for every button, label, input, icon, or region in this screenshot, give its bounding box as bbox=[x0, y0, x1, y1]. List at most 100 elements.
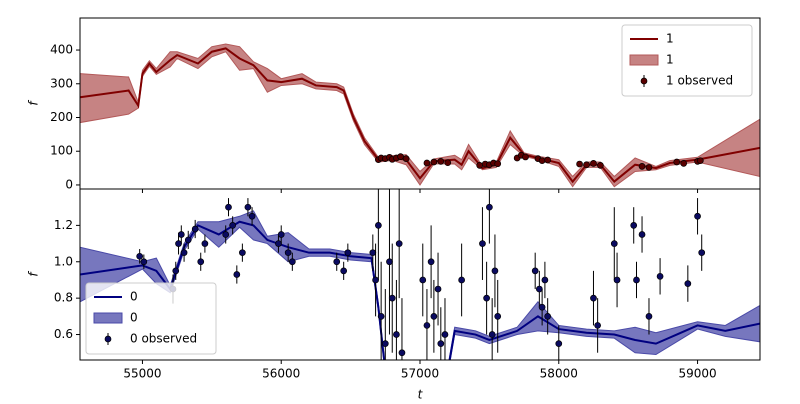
legend-label: 1 bbox=[666, 32, 674, 46]
observed-point bbox=[369, 249, 377, 257]
observed-point bbox=[395, 240, 403, 247]
observed-point bbox=[284, 249, 292, 257]
observed-point bbox=[483, 294, 490, 302]
legend-label: 1 bbox=[666, 53, 674, 67]
observed-point bbox=[184, 236, 192, 244]
legend: 1 1 1 observed bbox=[621, 24, 753, 97]
legend-label: 0 observed bbox=[130, 332, 197, 346]
x-tick-label: 55000 bbox=[123, 367, 161, 381]
observed-point bbox=[638, 163, 646, 170]
observed-point bbox=[344, 249, 352, 257]
observed-point bbox=[590, 160, 597, 167]
observed-point bbox=[191, 225, 199, 233]
observed-point bbox=[673, 158, 681, 166]
observed-point bbox=[535, 285, 543, 293]
observed-point bbox=[377, 312, 385, 320]
observed-point bbox=[225, 203, 232, 211]
observed-point bbox=[531, 267, 539, 275]
observed-point bbox=[610, 240, 618, 247]
observed-point bbox=[172, 267, 180, 275]
observed-point bbox=[180, 249, 188, 257]
observed-point bbox=[594, 322, 601, 329]
observed-point bbox=[538, 157, 546, 165]
legend-box bbox=[85, 282, 217, 355]
observed-point bbox=[645, 164, 653, 171]
observed-point bbox=[397, 153, 404, 160]
observed-point bbox=[538, 303, 546, 311]
observed-point bbox=[233, 271, 241, 278]
observed-point bbox=[522, 153, 529, 161]
observed-point bbox=[201, 240, 209, 247]
observed-point bbox=[576, 160, 583, 168]
legend-swatch bbox=[640, 77, 648, 85]
y-axis-label: f bbox=[27, 100, 41, 106]
observed-point bbox=[479, 240, 486, 247]
observed-point bbox=[437, 340, 445, 347]
observed-point bbox=[544, 312, 552, 320]
plot-area bbox=[80, 189, 760, 360]
observed-point bbox=[375, 222, 382, 229]
axes-frame bbox=[79, 188, 761, 361]
observed-point bbox=[633, 276, 640, 284]
observed-point bbox=[698, 249, 706, 257]
x-tick-label: 58000 bbox=[540, 367, 578, 381]
observed-point bbox=[590, 294, 597, 302]
observed-point bbox=[288, 258, 296, 266]
observed-point bbox=[645, 312, 653, 320]
observed-point bbox=[434, 285, 442, 293]
legend-box bbox=[621, 24, 753, 97]
observed-point bbox=[248, 212, 256, 220]
observed-point bbox=[423, 159, 431, 167]
observed-point bbox=[544, 156, 552, 164]
observed-point bbox=[140, 258, 148, 266]
observed-point bbox=[177, 231, 185, 238]
observed-point bbox=[136, 252, 144, 260]
y-tick-label: 0 bbox=[65, 177, 73, 191]
y-axis-label: f bbox=[27, 271, 41, 277]
legend-label: 0 bbox=[130, 311, 138, 325]
observed-point bbox=[684, 280, 692, 287]
model-line bbox=[80, 220, 760, 360]
observed-point bbox=[555, 340, 563, 347]
observed-point bbox=[393, 331, 400, 338]
observed-point bbox=[486, 203, 493, 211]
observed-point bbox=[372, 276, 379, 284]
observed-point bbox=[239, 249, 246, 257]
observed-point bbox=[458, 276, 465, 284]
legend-label: 0 bbox=[130, 290, 138, 304]
observed-point bbox=[494, 312, 502, 320]
y-tick-label: 1.2 bbox=[54, 218, 73, 232]
observed-point bbox=[437, 157, 445, 165]
observed-point bbox=[583, 161, 590, 169]
observed-point bbox=[340, 267, 348, 275]
observed-point bbox=[381, 340, 389, 347]
legend-swatch bbox=[104, 335, 112, 343]
observed-point bbox=[175, 240, 182, 247]
confidence-band bbox=[80, 43, 760, 188]
observed-point bbox=[402, 155, 410, 162]
observed-point bbox=[333, 258, 341, 266]
confidence-band bbox=[80, 210, 760, 360]
observed-point bbox=[613, 276, 621, 284]
observed-point bbox=[197, 258, 205, 266]
observed-point bbox=[488, 331, 496, 338]
y-tick-label: 200 bbox=[50, 110, 73, 124]
legend: 0 0 0 observed bbox=[85, 282, 217, 355]
observed-point bbox=[222, 231, 230, 238]
observed-point bbox=[398, 349, 406, 357]
observed-point bbox=[541, 276, 549, 284]
observed-point bbox=[656, 272, 664, 280]
observed-point bbox=[229, 222, 237, 229]
x-tick-label: 59000 bbox=[678, 367, 716, 381]
x-axis-label: t bbox=[418, 388, 424, 401]
observed-point bbox=[244, 203, 252, 211]
observed-point bbox=[491, 267, 499, 275]
observed-point bbox=[430, 158, 438, 166]
observed-point bbox=[423, 322, 431, 329]
observed-point bbox=[441, 331, 449, 338]
observed-point bbox=[427, 258, 435, 266]
x-tick-label: 56000 bbox=[262, 367, 300, 381]
observed-point bbox=[476, 162, 484, 169]
observed-point bbox=[494, 160, 502, 168]
